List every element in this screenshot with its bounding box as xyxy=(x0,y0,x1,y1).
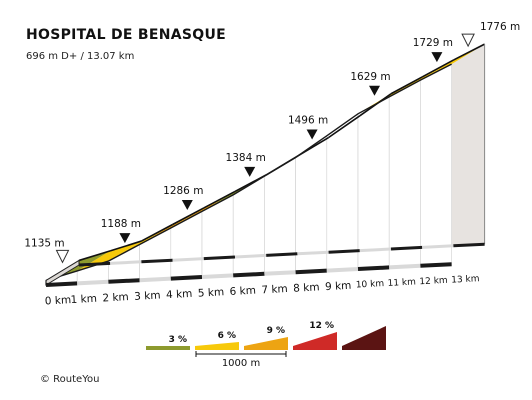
elevation-marker-label: 1776 m xyxy=(480,21,520,33)
elevation-marker-label: 1188 m xyxy=(101,218,141,230)
profile-back-edge xyxy=(203,190,236,209)
x-tick-label: 2 km xyxy=(102,291,129,304)
profile-back-edge xyxy=(390,76,423,95)
legend-grade-label: 3 % xyxy=(169,335,187,345)
profile-front-segment xyxy=(170,210,203,279)
elevation-marker-icon xyxy=(119,233,131,244)
x-tick-label: 7 km xyxy=(261,283,288,296)
profile-back-edge xyxy=(78,250,111,262)
profile-back-edge xyxy=(421,59,454,78)
elevation-marker-icon xyxy=(181,200,193,210)
km-ruler-dark xyxy=(108,278,140,284)
x-tick-label: 0 km xyxy=(45,294,72,307)
profile-back-edge xyxy=(109,240,142,252)
profile-back-edge xyxy=(453,43,485,61)
km-ruler-light xyxy=(264,270,296,276)
elevation-marker-icon xyxy=(431,52,443,63)
km-ruler-light xyxy=(389,263,421,270)
km-ruler-back xyxy=(453,242,485,248)
elevation-marker-icon xyxy=(244,166,256,177)
km-ruler-back xyxy=(141,258,173,264)
profile-front-segment xyxy=(326,113,359,271)
route-stats: 696 m D+ / 13.07 km xyxy=(26,51,135,62)
x-tick-label: 1 km xyxy=(70,293,97,306)
end-marker-icon xyxy=(461,33,475,48)
km-ruler-dark xyxy=(233,271,265,278)
start-marker-icon xyxy=(55,249,70,264)
elevation-marker-label: 1496 m xyxy=(288,115,328,127)
elevation-marker-label: 1384 m xyxy=(226,152,266,164)
km-ruler-back xyxy=(203,255,236,261)
x-tick-label: 8 km xyxy=(293,281,320,294)
profile-back-edge xyxy=(172,207,205,226)
legend-grade-label: 12 % xyxy=(309,321,334,331)
km-ruler-back xyxy=(172,257,204,262)
profile-front-edge xyxy=(45,63,452,282)
x-tick-label: 6 km xyxy=(229,285,256,298)
profile-front-segment xyxy=(388,79,421,268)
x-tick-label: 10 km xyxy=(356,279,385,290)
km-ruler-light xyxy=(139,276,171,283)
legend-grade-swatch xyxy=(195,342,239,350)
km-ruler-back xyxy=(390,245,423,251)
profile-back-edge xyxy=(328,115,361,139)
km-ruler-light xyxy=(326,267,359,273)
km-ruler-back xyxy=(78,261,111,267)
route-credit: © RouteYou xyxy=(40,374,100,385)
km-ruler-dark xyxy=(420,262,452,268)
km-ruler-back xyxy=(328,249,360,254)
profile-front-segment xyxy=(420,63,452,267)
km-ruler-back xyxy=(359,247,392,253)
legend-scale-label: 1000 m xyxy=(222,358,260,369)
elevation-marker-label: 1629 m xyxy=(350,71,390,83)
legend-grade-swatch xyxy=(244,337,288,350)
legend-grade-swatch xyxy=(342,326,386,350)
km-ruler-back xyxy=(297,250,329,256)
elevation-marker-label: 1135 m xyxy=(24,237,64,249)
elevation-marker-icon xyxy=(306,129,318,140)
km-ruler-back xyxy=(422,244,454,249)
x-tick-label: 3 km xyxy=(134,290,161,303)
km-ruler-dark xyxy=(357,265,390,271)
legend-grade-label: 9 % xyxy=(267,326,285,336)
profile-front-segment xyxy=(357,96,390,270)
legend-grade-swatch xyxy=(293,332,337,350)
page-title: HOSPITAL DE BENASQUE xyxy=(26,27,227,43)
km-ruler-light xyxy=(201,273,234,279)
km-ruler-dark xyxy=(45,281,78,287)
km-ruler-dark xyxy=(295,268,327,275)
km-ruler-light xyxy=(77,279,109,286)
x-tick-label: 13 km xyxy=(451,274,480,285)
km-ruler-back xyxy=(234,253,267,259)
km-ruler-back xyxy=(110,260,142,265)
km-ruler-back xyxy=(266,252,298,257)
x-tick-label: 5 km xyxy=(198,286,225,299)
elevation-marker-label: 1729 m xyxy=(413,37,453,49)
profile-back-edge xyxy=(141,223,173,242)
elevation-marker-label: 1286 m xyxy=(163,185,203,197)
legend-grade-swatch xyxy=(146,346,190,350)
elevation-marker-icon xyxy=(369,85,380,96)
x-tick-label: 12 km xyxy=(419,276,448,287)
x-tick-label: 11 km xyxy=(387,277,416,288)
x-tick-label: 9 km xyxy=(325,280,352,293)
legend-grade-label: 6 % xyxy=(218,331,236,341)
x-tick-label: 4 km xyxy=(166,288,193,301)
km-ruler-dark xyxy=(170,275,203,281)
